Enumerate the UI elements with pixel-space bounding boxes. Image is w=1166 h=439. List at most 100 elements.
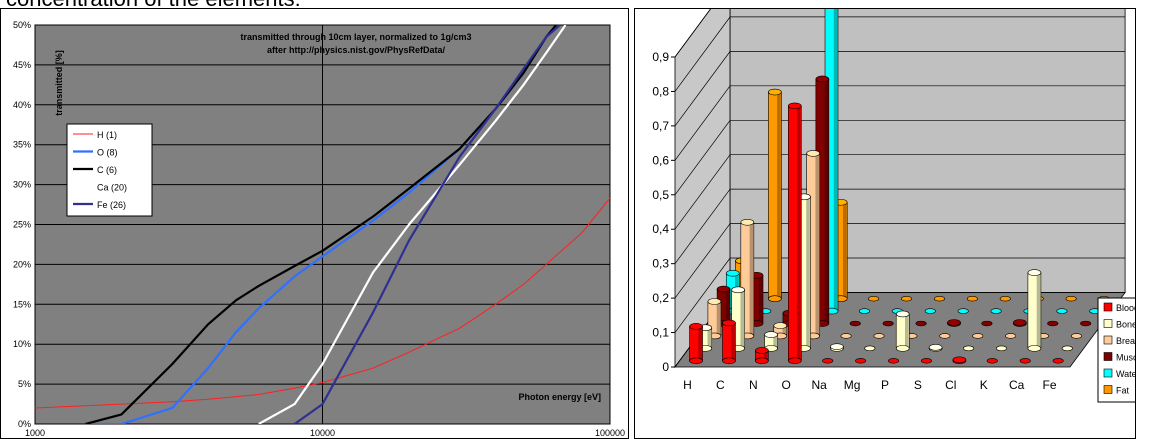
y-tick-label: 0% xyxy=(18,419,31,429)
column-top xyxy=(722,319,736,327)
column-shade xyxy=(731,322,735,361)
column-top xyxy=(716,285,731,293)
category-label-mg: Mg xyxy=(844,378,861,392)
y-axis-title: transmitted [%] xyxy=(54,50,64,116)
category-label-na: Na xyxy=(811,378,827,392)
column-water-s xyxy=(957,308,969,314)
column-fat-p xyxy=(933,295,945,302)
column-stub xyxy=(1070,333,1082,339)
y-gridline xyxy=(674,51,1126,127)
y-tick-label: 10% xyxy=(13,339,31,349)
column-bone-cl xyxy=(963,345,975,352)
column-bone-s xyxy=(928,344,943,352)
column-shade xyxy=(698,326,702,361)
y-tick-label: 0,3 xyxy=(652,257,669,271)
column-blood-ca xyxy=(1019,358,1031,364)
column-blood-cl xyxy=(952,356,967,365)
columns xyxy=(689,9,1110,365)
column-top xyxy=(895,310,910,318)
column-top xyxy=(689,323,703,330)
column-breast-k xyxy=(1005,333,1017,339)
y-tick-label: 30% xyxy=(13,180,31,190)
column-stub xyxy=(939,333,951,339)
column-stub xyxy=(990,308,1002,314)
column-bone-ca xyxy=(1027,269,1042,352)
column-breast-s xyxy=(939,333,951,339)
column-shade xyxy=(1036,272,1041,349)
column-water-p xyxy=(924,308,936,314)
column-blood-s xyxy=(920,358,932,364)
column-stub xyxy=(840,333,852,339)
column-bone-p xyxy=(895,310,910,352)
transmission-chart: 0% 5% 10% 15% 20% 25% 30% 35% 40% 45% 50% 1000 10000… xyxy=(13,20,625,438)
column-water-ca xyxy=(1056,308,1068,314)
column-top xyxy=(707,298,722,305)
category-label-c: C xyxy=(716,378,725,392)
column-top xyxy=(768,88,782,96)
column-top xyxy=(764,331,778,338)
column-muscle-ca xyxy=(1047,320,1059,327)
column-stub xyxy=(822,358,834,364)
column-top xyxy=(806,150,820,157)
column-stub xyxy=(924,308,936,314)
y-tick-label: 0,9 xyxy=(652,50,669,64)
column-stub xyxy=(963,345,975,352)
column-top xyxy=(787,102,802,110)
category-label-s: S xyxy=(914,378,922,392)
column-shade xyxy=(764,350,768,361)
column-top xyxy=(947,319,961,326)
legend-swatch-muscle xyxy=(1103,352,1113,361)
column-top xyxy=(773,322,788,329)
column-muscle-k xyxy=(1013,319,1027,327)
legend-label-bone: Bone xyxy=(1116,320,1135,330)
column-top xyxy=(830,343,844,350)
composition-3d-chart: 0 0,1 0,2 0,3 0,4 0,5 0,6 0,7 0,8 0,9 H C N O Na Mg P S Cl… xyxy=(652,9,1135,403)
column-stub xyxy=(1047,320,1059,327)
column-stub xyxy=(1019,358,1031,364)
column-base xyxy=(689,357,703,365)
y-gridline xyxy=(674,154,1126,230)
column-top xyxy=(815,75,830,83)
legend-label-o-8: O (8) xyxy=(97,148,118,158)
legend-label-ca-20: Ca (20) xyxy=(97,183,127,193)
y-gridline xyxy=(674,119,1126,196)
column-base xyxy=(1027,345,1042,352)
column-bone-mg xyxy=(864,345,876,352)
y-tick-label: 0,2 xyxy=(652,291,669,305)
category-label-n: N xyxy=(749,378,758,392)
column-blood-o xyxy=(787,102,802,365)
legend-label-blood: Blood xyxy=(1116,303,1135,313)
column-stub xyxy=(888,358,900,364)
column-stub xyxy=(1056,308,1068,314)
column-blood-mg xyxy=(855,358,867,364)
column-stub xyxy=(1065,295,1077,302)
column-bone-na xyxy=(830,343,844,352)
y-gridline xyxy=(674,257,1126,333)
column-blood-k xyxy=(986,358,998,364)
column-muscle-s xyxy=(947,319,961,327)
y-tick-label: 0,7 xyxy=(652,119,669,133)
column-blood-na xyxy=(822,358,834,364)
column-stub xyxy=(855,358,867,364)
column-muscle-p xyxy=(915,320,927,327)
column-muscle-mg xyxy=(882,320,894,327)
series-line-c-6 xyxy=(85,25,558,424)
column-stub xyxy=(972,333,984,339)
legend: Blood Bone Breast Muscle Water Fat xyxy=(1097,297,1135,403)
column-blood-fe xyxy=(1052,358,1064,364)
column-shade xyxy=(740,289,744,349)
column-bone-k xyxy=(995,345,1007,352)
legend-box xyxy=(1097,297,1135,403)
column-top xyxy=(755,347,769,354)
y-tick-label: 0,4 xyxy=(652,222,669,236)
legend-swatch-blood xyxy=(1103,302,1113,312)
column-stub xyxy=(957,308,969,314)
y-tick-label: 50% xyxy=(13,20,31,30)
column-stub xyxy=(986,358,998,364)
column-base xyxy=(787,357,802,365)
series-line-fe-26 xyxy=(293,25,561,424)
column-shade xyxy=(833,9,838,312)
legend: H (1) O (8) C (6) Ca (20) Fe (26) xyxy=(66,123,153,217)
column-fat-mg xyxy=(901,295,913,302)
column-top xyxy=(952,356,967,364)
